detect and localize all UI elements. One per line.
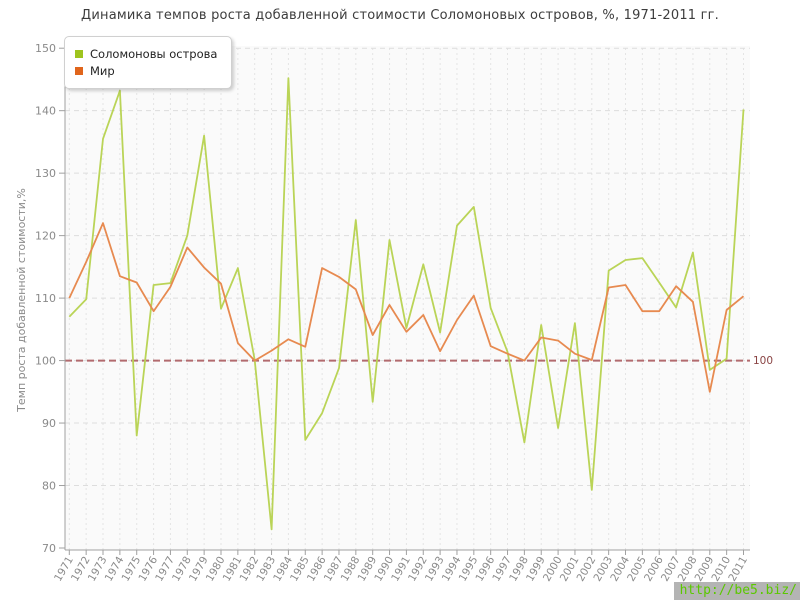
series-line-world xyxy=(68,222,745,393)
legend-color-chip xyxy=(75,50,83,58)
legend-box: Соломоновы острова Мир xyxy=(64,36,233,89)
legend-item-label: Соломоновы острова xyxy=(90,47,218,61)
y-tick-label: 70 xyxy=(42,542,56,555)
legend-item: Соломоновы острова xyxy=(75,47,217,61)
y-tick-label: 150 xyxy=(35,42,56,55)
y-tick-label: 140 xyxy=(35,105,56,118)
y-axis-title: Темп роста добавленной стоимости,% xyxy=(15,188,28,413)
y-tick-label: 100 xyxy=(35,355,56,368)
legend-color-chip xyxy=(75,67,83,75)
y-tick-label: 110 xyxy=(35,292,56,305)
y-tick-label: 90 xyxy=(42,417,56,430)
legend-item-label: Мир xyxy=(90,64,115,78)
series-line-solomon-islands xyxy=(68,77,745,531)
legend-item: Мир xyxy=(75,64,217,78)
watermark-link[interactable]: http://be5.biz/ xyxy=(673,582,800,600)
y-tick-label: 130 xyxy=(35,167,56,180)
baseline-100-label: 100 xyxy=(753,355,773,367)
y-tick-label: 120 xyxy=(35,230,56,243)
chart-title: Динамика темпов роста добавленной стоимо… xyxy=(80,8,720,23)
y-tick-label: 80 xyxy=(42,480,56,493)
